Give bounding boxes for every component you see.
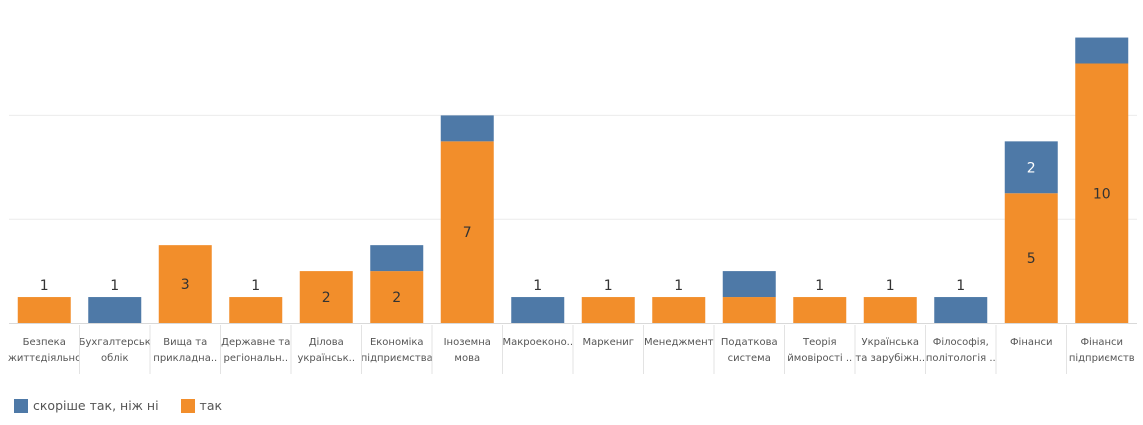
total-label: 1 <box>110 278 119 294</box>
bar-yes <box>863 297 917 323</box>
x-tick-label: підприємств <box>1069 352 1135 364</box>
x-tick-label: облік <box>101 352 129 364</box>
total-label: 1 <box>956 278 965 294</box>
x-tick-label: Макроеконо.. <box>502 337 573 348</box>
x-tick-label: Вища та <box>163 337 207 348</box>
x-tick-label: регіональн.. <box>224 352 289 364</box>
data-label: 2 <box>322 290 331 306</box>
total-label: 1 <box>251 278 260 294</box>
bar-rather-yes <box>440 115 494 142</box>
bar-yes <box>793 297 847 323</box>
legend-label-rather-yes: скоріше так, ніж ні <box>33 398 159 413</box>
x-tick-label: Безпека <box>23 337 66 348</box>
legend-swatch-rather-yes <box>14 398 28 413</box>
chart-legend: скоріше так, ніж ні так <box>14 398 244 413</box>
x-tick-label: Економіка <box>370 336 424 348</box>
x-tick-label: українськ.. <box>297 353 355 364</box>
bar-rather-yes <box>934 297 988 323</box>
x-tick-label: Фінанси <box>1080 336 1123 348</box>
data-label: 3 <box>181 277 190 293</box>
bar-yes <box>581 297 635 323</box>
data-label: 10 <box>1093 186 1111 202</box>
bar-rather-yes <box>370 245 424 272</box>
x-tick-label: Теорія <box>802 336 837 348</box>
x-tick-label: Менеджмент <box>644 337 714 348</box>
legend-swatch-yes <box>180 398 195 413</box>
legend-item-yes[interactable]: так <box>180 398 223 413</box>
x-tick-label: Маркениг <box>582 337 634 348</box>
bar-rather-yes <box>511 297 565 323</box>
bar-yes <box>440 141 494 323</box>
bar-yes <box>652 297 706 323</box>
x-tick-label: Українська <box>862 337 920 348</box>
x-tick-label: підприємства <box>361 352 433 364</box>
bar-yes <box>1075 63 1129 323</box>
bar-rather-yes <box>722 271 776 298</box>
legend-label-yes: так <box>199 398 223 413</box>
bar-rather-yes <box>88 297 142 323</box>
data-label: 5 <box>1027 251 1036 267</box>
x-tick-label: Податкова <box>721 337 778 348</box>
total-label: 1 <box>815 278 824 294</box>
x-tick-label: політологія .. <box>926 352 996 364</box>
bar-yes <box>17 297 71 323</box>
x-tick-label: ймовірості .. <box>787 352 852 364</box>
x-tick-label: система <box>728 353 771 364</box>
legend-item-rather-yes[interactable]: скоріше так, ніж ні <box>14 398 159 413</box>
data-label: 2 <box>1027 160 1036 176</box>
x-tick-label: Філософія, <box>933 336 989 348</box>
total-label: 1 <box>886 278 895 294</box>
bar-yes <box>370 271 424 323</box>
x-tick-label: та зарубіжн.. <box>855 352 925 364</box>
bar-yes <box>299 271 353 323</box>
bar-yes <box>1004 193 1058 323</box>
x-tick-label: мова <box>454 353 480 364</box>
x-tick-label: Державне та <box>221 337 290 348</box>
bar-yes <box>722 297 776 323</box>
bar-rather-yes <box>1075 37 1129 64</box>
x-tick-label: Ділова <box>309 336 344 348</box>
x-tick-label: життєдіяльнс <box>8 352 81 364</box>
total-label: 1 <box>674 278 683 294</box>
bar-yes <box>158 245 212 323</box>
bar-rather-yes <box>1004 141 1058 194</box>
x-tick-label: Фінанси <box>1010 336 1053 348</box>
data-label: 2 <box>392 290 401 306</box>
data-label: 7 <box>463 225 472 241</box>
total-label: 1 <box>533 278 542 294</box>
x-tick-label: Бухгалтерськ <box>79 337 151 348</box>
total-label: 1 <box>40 278 49 294</box>
x-tick-label: прикладна.. <box>153 353 217 364</box>
bar-yes <box>229 297 283 323</box>
x-tick-label: Іноземна <box>444 337 491 348</box>
total-label: 1 <box>604 278 613 294</box>
